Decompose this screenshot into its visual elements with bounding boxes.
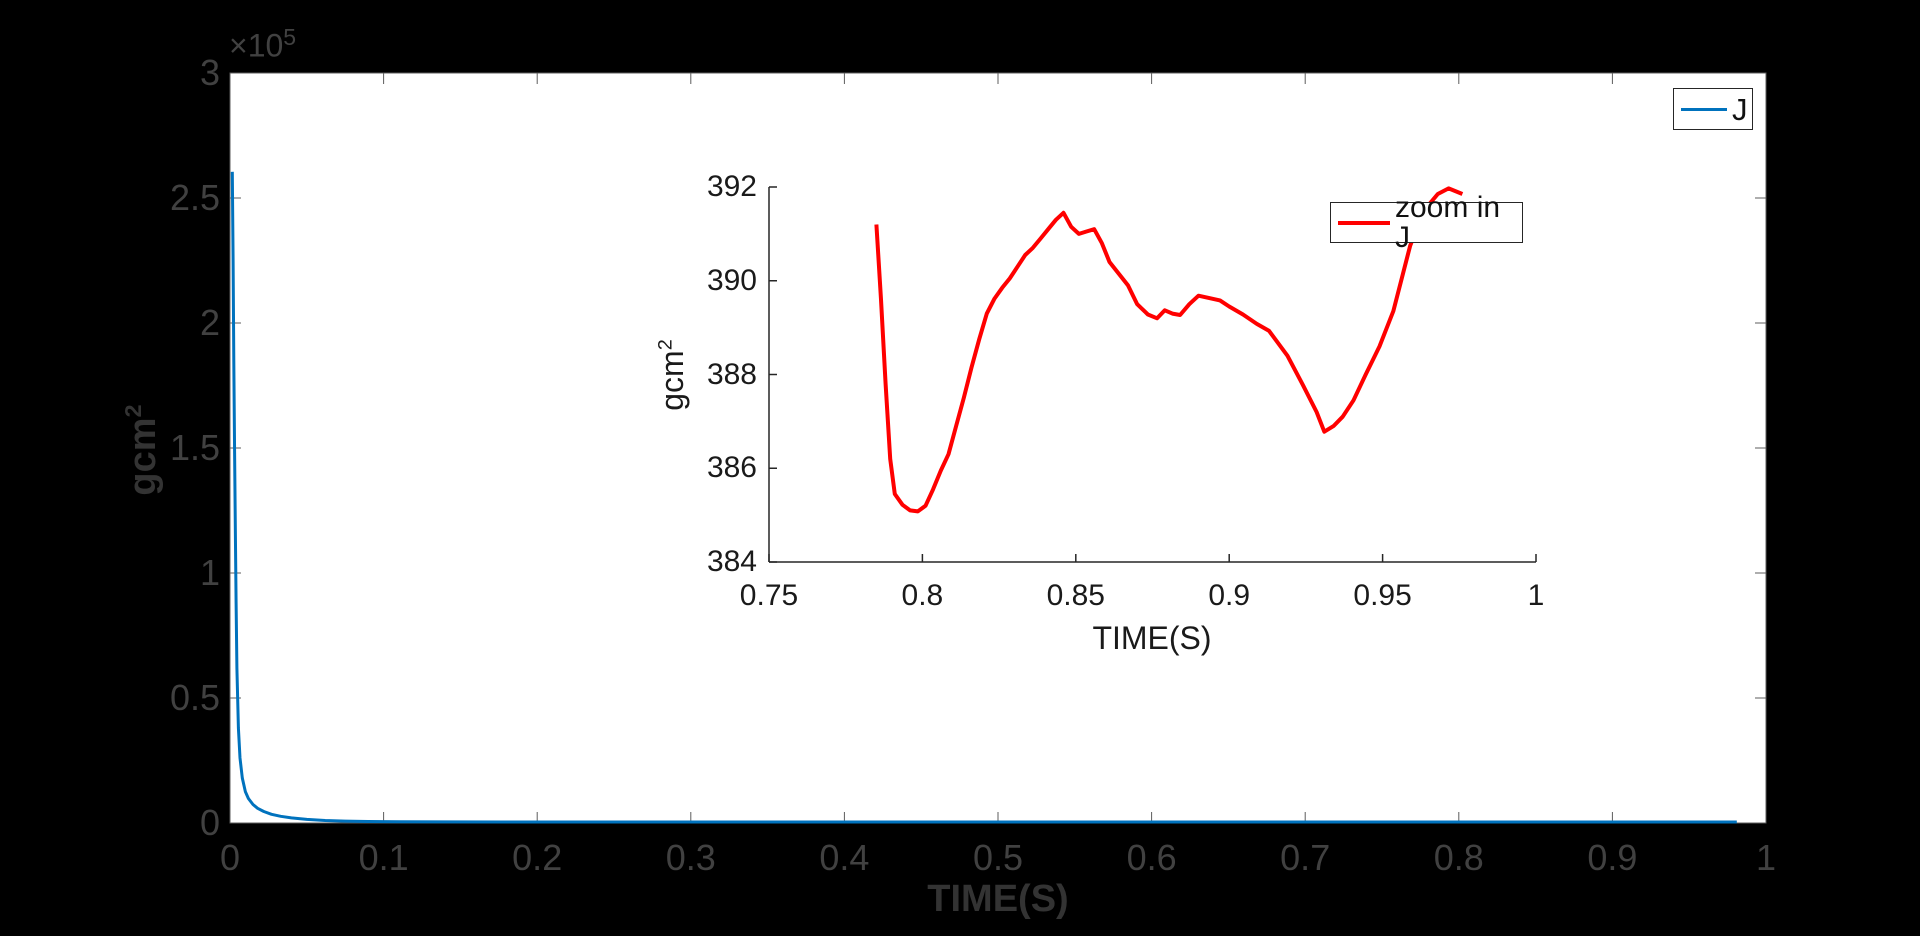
main-y-exponent: ×105: [229, 24, 297, 64]
inset-x-tick-label: 0.9: [1208, 579, 1251, 612]
main-x-tick-label: 0.5: [972, 837, 1024, 878]
inset-x-tick-label: 0.95: [1353, 579, 1412, 612]
main-y-tick-label: 0: [199, 802, 220, 843]
main-x-tick-label: 0.1: [358, 837, 409, 878]
inset-y-tick-label: 392: [706, 170, 757, 203]
main-x-tick-label: 1: [1755, 837, 1777, 878]
main-series-line: [230, 171, 1737, 824]
main-y-tick-label: 0.5: [169, 677, 220, 718]
main-x-tick-label: 0.7: [1280, 837, 1331, 878]
main-x-tick-label: 0.6: [1126, 837, 1177, 878]
legend-line-sample-zoom-in-j: [1338, 220, 1390, 225]
main-legend: J: [1673, 88, 1753, 130]
main-y-tick-label: 3: [199, 52, 220, 93]
inset-y-tick-label: 386: [706, 451, 757, 485]
main-x-tick-label: 0.3: [665, 837, 716, 878]
main-y-tick-label: 2: [199, 302, 220, 343]
main-y-tick-label: 1: [199, 552, 220, 593]
inset-y-tick-label: 384: [706, 545, 757, 578]
main-x-tick-label: 0.8: [1433, 837, 1484, 878]
main-x-tick-label: 0.2: [512, 837, 563, 878]
inset-x-tick-label: 0.85: [1046, 579, 1105, 612]
inset-y-tick-label: 388: [706, 357, 757, 391]
main-axes: [229, 72, 1767, 824]
inset-x-tick-label: 0.75: [739, 579, 799, 612]
inset-y-tick-label: 390: [706, 263, 757, 297]
inset-legend-label: zoom in J: [1395, 190, 1501, 254]
main-legend-label: J: [1732, 91, 1748, 127]
inset-x-tick-label: 0.8: [901, 579, 944, 612]
inset-legend: zoom in J: [1330, 192, 1523, 252]
main-xaxis-label: TIME(S): [927, 878, 1069, 920]
main-x-tick-label: 0.4: [819, 837, 870, 878]
main-y-tick-label: 2.5: [169, 177, 220, 218]
legend-line-sample-j: [1681, 107, 1727, 111]
inset-axes: [768, 186, 1537, 563]
main-yaxis-label: gcm2: [120, 404, 164, 496]
inset-series-line: [874, 186, 1464, 514]
main-y-tick-label: 1.5: [169, 427, 220, 468]
main-x-tick-label: 0.9: [1587, 837, 1638, 878]
inset-x-tick-label: 1: [1527, 579, 1545, 612]
inset-xaxis-label: TIME(S): [1092, 620, 1212, 656]
main-plot-area: [229, 72, 1767, 824]
main-x-tick-label: 0: [219, 837, 241, 878]
inset-yaxis-label: gcm2: [654, 339, 690, 411]
